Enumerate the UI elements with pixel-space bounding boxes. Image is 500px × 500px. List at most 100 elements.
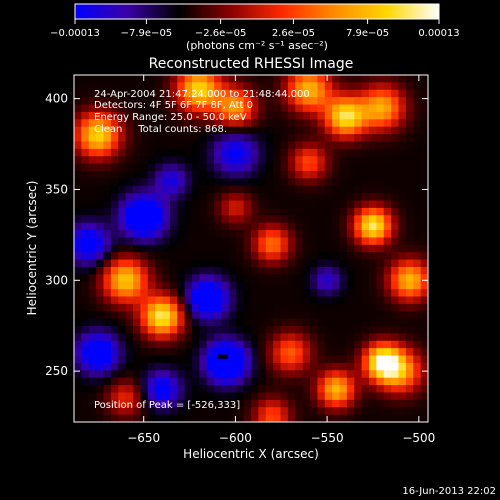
- heatmap-cell: [420, 362, 428, 371]
- heatmap-cell: [199, 97, 208, 106]
- heatmap-cell: [74, 163, 82, 172]
- heatmap-cell: [243, 178, 252, 187]
- heatmap-cell: [103, 385, 112, 394]
- heatmap-cell: [177, 303, 186, 312]
- heatmap-cell: [287, 348, 296, 357]
- heatmap-cell: [133, 252, 141, 261]
- heatmap-cell: [96, 207, 105, 216]
- heatmap-cell: [169, 259, 178, 268]
- heatmap-cell: [405, 89, 414, 98]
- heatmap-cell: [258, 148, 267, 157]
- heatmap-cell: [236, 89, 245, 98]
- heatmap-cell: [169, 333, 178, 342]
- heatmap-cell: [192, 193, 200, 202]
- heatmap-cell: [162, 296, 171, 305]
- heatmap-cell: [110, 200, 119, 209]
- heatmap-cell: [302, 156, 311, 165]
- heatmap-cell: [324, 348, 333, 357]
- heatmap-cell: [199, 178, 208, 187]
- heatmap-cell: [214, 134, 223, 143]
- heatmap-cell: [110, 274, 119, 283]
- heatmap-cell: [324, 215, 333, 224]
- heatmap-cell: [420, 148, 428, 157]
- heatmap-cell: [74, 296, 82, 305]
- heatmap-cell: [118, 296, 127, 305]
- heatmap-cell: [118, 399, 127, 408]
- heatmap-cell: [391, 355, 400, 364]
- heatmap-cell: [199, 193, 208, 202]
- heatmap-cell: [265, 311, 274, 320]
- heatmap-cell: [287, 237, 296, 246]
- heatmap-cell: [155, 111, 164, 120]
- heatmap-cell: [258, 170, 267, 179]
- heatmap-cell: [369, 414, 377, 422]
- heatmap-cell: [236, 289, 245, 298]
- heatmap-cell: [391, 259, 400, 268]
- heatmap-cell: [199, 399, 208, 408]
- heatmap-cell: [214, 163, 223, 172]
- heatmap-cell: [147, 296, 156, 305]
- heatmap-cell: [221, 237, 230, 246]
- heatmap-cell: [221, 414, 230, 422]
- heatmap-cell: [88, 75, 97, 83]
- heatmap-cell: [398, 303, 407, 312]
- heatmap-cell: [162, 237, 171, 246]
- heatmap-cell: [199, 75, 208, 83]
- heatmap-cell: [287, 377, 296, 386]
- heatmap-cell: [81, 126, 90, 135]
- heatmap-cell: [133, 126, 141, 135]
- heatmap-cell: [88, 377, 97, 386]
- heatmap-cell: [110, 134, 119, 143]
- heatmap-cell: [140, 119, 149, 128]
- heatmap-cell: [383, 244, 392, 253]
- heatmap-cell: [310, 362, 318, 371]
- heatmap-cell: [258, 222, 267, 231]
- heatmap-cell: [169, 318, 178, 327]
- heatmap-cell: [346, 399, 355, 408]
- heatmap-cell: [369, 230, 377, 239]
- heatmap-cell: [310, 414, 318, 422]
- heatmap-cell: [221, 200, 230, 209]
- heatmap-cell: [361, 104, 370, 113]
- heatmap-cell: [295, 266, 304, 275]
- heatmap-cell: [206, 97, 215, 106]
- heatmap-cell: [420, 407, 428, 416]
- heatmap-cell: [251, 230, 259, 239]
- heatmap-cell: [162, 311, 171, 320]
- heatmap-cell: [81, 326, 90, 334]
- heatmap-cell: [221, 348, 230, 357]
- heatmap-cell: [133, 414, 141, 422]
- heatmap-cell: [346, 311, 355, 320]
- heatmap-cell: [96, 97, 105, 106]
- heatmap-cell: [221, 119, 230, 128]
- heatmap-cell: [287, 326, 296, 334]
- heatmap-cell: [391, 170, 400, 179]
- heatmap-cell: [405, 311, 414, 320]
- heatmap-cell: [251, 340, 259, 349]
- heatmap-cell: [258, 111, 267, 120]
- heatmap-cell: [140, 407, 149, 416]
- heatmap-cell: [169, 311, 178, 320]
- heatmap-cell: [103, 252, 112, 261]
- heatmap-cell: [162, 82, 171, 91]
- heatmap-cell: [302, 362, 311, 371]
- heatmap-cell: [310, 326, 318, 334]
- heatmap-cell: [177, 141, 186, 150]
- heatmap-cell: [103, 170, 112, 179]
- heatmap-cell: [103, 340, 112, 349]
- heatmap-cell: [280, 392, 289, 401]
- heatmap-cell: [346, 200, 355, 209]
- heatmap-cell: [177, 355, 186, 364]
- heatmap-cell: [376, 259, 385, 268]
- heatmap-cell: [317, 266, 326, 275]
- heatmap-cell: [280, 407, 289, 416]
- heatmap-cell: [302, 289, 311, 298]
- heatmap-cell: [206, 252, 215, 261]
- heatmap-cell: [287, 311, 296, 320]
- heatmap-cell: [310, 289, 318, 298]
- heatmap-cell: [125, 148, 134, 157]
- heatmap-cell: [280, 185, 289, 194]
- heatmap-cell: [118, 259, 127, 268]
- heatmap-cell: [251, 259, 259, 268]
